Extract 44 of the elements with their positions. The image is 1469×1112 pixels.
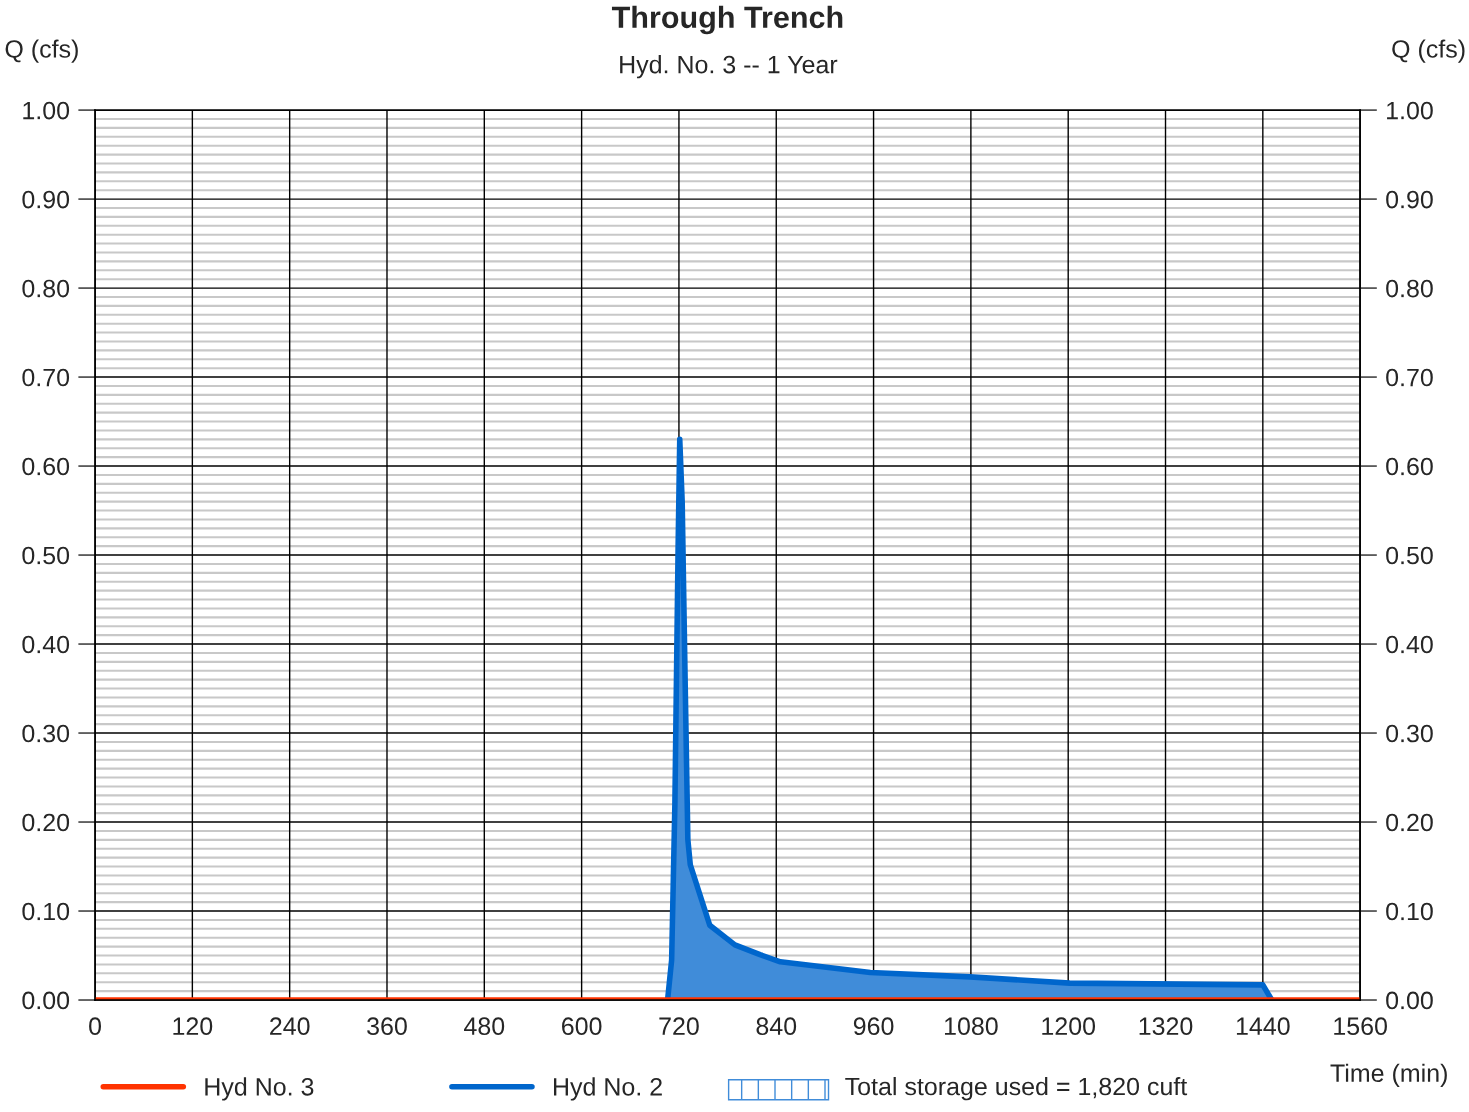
y-tick-label: 0.40: [22, 635, 70, 654]
y2-axis-title: Q (cfs): [1392, 39, 1465, 63]
x-tick-label: 240: [270, 1017, 310, 1036]
x-tick-label: 720: [659, 1017, 699, 1036]
y2-tick-label: 0.50: [1386, 546, 1433, 565]
y2-tick-label: 0.60: [1386, 457, 1433, 476]
y2-tick-label: 0.00: [1386, 991, 1433, 1010]
y2-tick-label: 0.40: [1386, 635, 1433, 654]
y-tick-label: 0.20: [22, 813, 70, 832]
y-tick-label: 0.30: [22, 724, 70, 743]
x-tick-label: 1200: [1042, 1017, 1096, 1036]
x-tick-label: 360: [367, 1017, 407, 1036]
y2-tick-label: 0.90: [1386, 190, 1433, 209]
x-axis-title: Time (min): [1330, 1063, 1447, 1087]
y-tick-label: 0.90: [22, 190, 70, 209]
y2-tick-label: 0.20: [1386, 813, 1433, 832]
x-tick-label: 1560: [1334, 1017, 1387, 1036]
chart-title: Through Trench: [611, 5, 843, 35]
x-tick-label: 1080: [944, 1017, 998, 1036]
x-tick-label: 120: [173, 1017, 213, 1036]
legend-label: Hyd No. 2: [554, 1077, 662, 1101]
y-tick-label: 1.00: [23, 101, 70, 120]
y2-tick-label: 0.80: [1386, 279, 1433, 298]
chart-subtitle: Hyd. No. 3 -- 1 Year: [620, 55, 838, 79]
x-tick-label: 960: [853, 1017, 894, 1036]
x-tick-label: 1320: [1139, 1017, 1193, 1036]
y-tick-label: 0.60: [22, 457, 70, 476]
y2-tick-label: 0.10: [1386, 902, 1433, 921]
y2-tick-label: 1.00: [1387, 101, 1433, 120]
y-tick-label: 0.80: [22, 279, 70, 298]
y-tick-label: 0.50: [22, 546, 70, 565]
legend-label: Hyd No. 3: [205, 1077, 314, 1101]
x-tick-label: 1440: [1236, 1017, 1290, 1036]
y2-tick-label: 0.30: [1386, 724, 1433, 743]
x-tick-label: 840: [756, 1017, 797, 1036]
y-axis-title: Q (cfs): [5, 39, 78, 63]
x-tick-label: 600: [562, 1017, 602, 1036]
x-tick-label: 480: [464, 1017, 505, 1036]
y-tick-label: 0.00: [22, 991, 70, 1010]
text: Total storage used = 1,820 cuft: [845, 1077, 1188, 1101]
y-tick-label: 0.70: [22, 368, 70, 387]
y-tick-label: 0.10: [22, 902, 70, 921]
x-tick-label: 0: [89, 1017, 102, 1036]
y2-tick-label: 0.70: [1386, 368, 1433, 387]
